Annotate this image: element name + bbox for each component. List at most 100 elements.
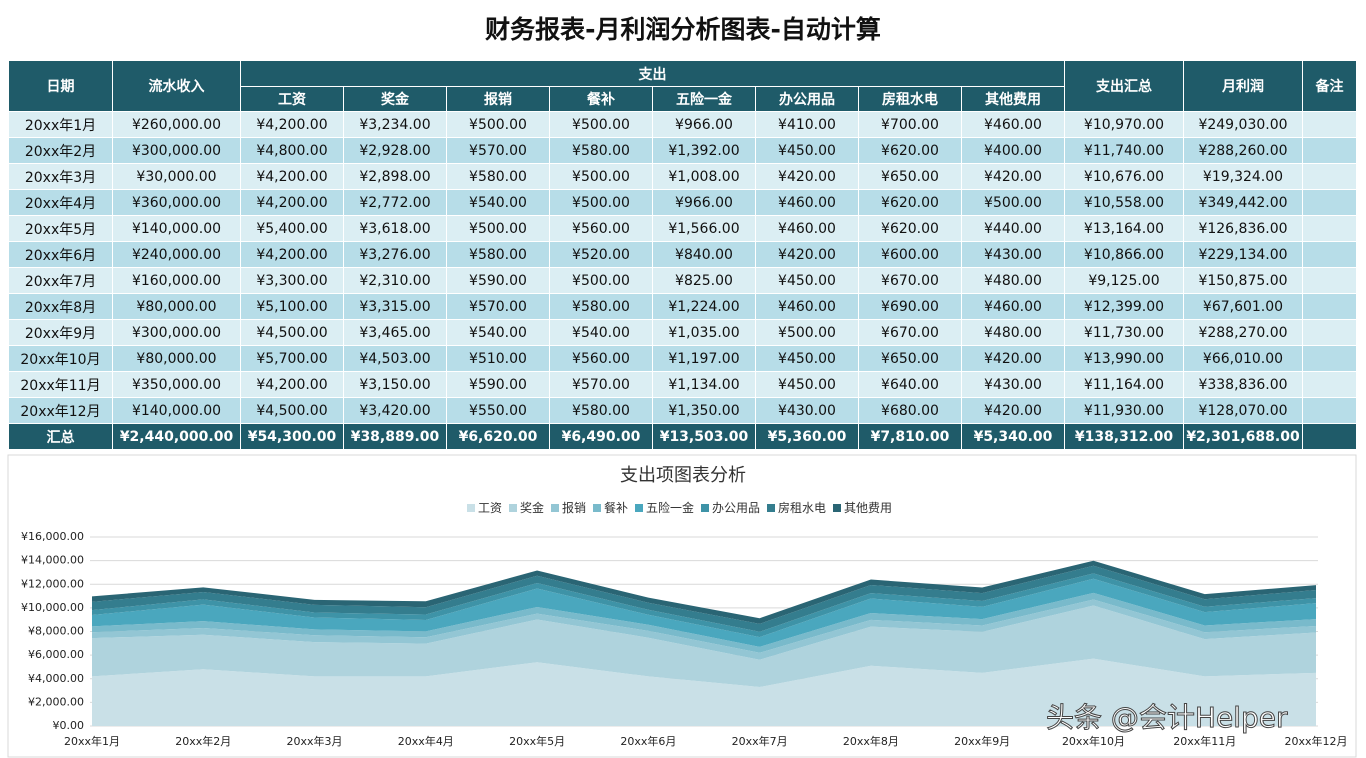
table-cell: ¥560.00 bbox=[550, 216, 652, 241]
table-cell: ¥500.00 bbox=[550, 268, 652, 293]
total-cell: 汇总 bbox=[9, 424, 112, 449]
table-cell: ¥510.00 bbox=[447, 346, 549, 371]
legend-swatch bbox=[635, 504, 643, 512]
table-cell: ¥450.00 bbox=[756, 268, 858, 293]
table-cell: ¥670.00 bbox=[859, 268, 961, 293]
table-cell: ¥3,315.00 bbox=[344, 294, 446, 319]
header-cell: 支出汇总 bbox=[1065, 61, 1183, 111]
x-tick-label: 20xx年12月 bbox=[1284, 734, 1347, 748]
x-tick-label: 20xx年9月 bbox=[954, 734, 1010, 748]
table-cell: ¥10,866.00 bbox=[1065, 242, 1183, 267]
header-cell: 五险一金 bbox=[653, 87, 755, 111]
table-cell: ¥4,500.00 bbox=[241, 398, 343, 423]
table-cell: ¥3,276.00 bbox=[344, 242, 446, 267]
table-cell-empty bbox=[1303, 320, 1356, 345]
table-cell: ¥540.00 bbox=[550, 320, 652, 345]
table-cell: ¥700.00 bbox=[859, 112, 961, 137]
area bbox=[92, 560, 1316, 624]
legend-swatch bbox=[509, 504, 517, 512]
table-cell: ¥4,503.00 bbox=[344, 346, 446, 371]
legend-label: 报销 bbox=[562, 500, 586, 515]
table-cell-empty bbox=[1303, 138, 1356, 163]
table-cell: ¥2,772.00 bbox=[344, 190, 446, 215]
legend-swatch bbox=[551, 504, 559, 512]
table-cell: ¥580.00 bbox=[447, 164, 549, 189]
table-cell-empty bbox=[1303, 398, 1356, 423]
table-cell: ¥450.00 bbox=[756, 346, 858, 371]
total-cell: ¥2,440,000.00 bbox=[113, 424, 240, 449]
table-cell: ¥650.00 bbox=[859, 164, 961, 189]
table-cell: ¥80,000.00 bbox=[113, 294, 240, 319]
table-cell-empty bbox=[1303, 372, 1356, 397]
table-cell: ¥1,197.00 bbox=[653, 346, 755, 371]
legend-label: 其他费用 bbox=[844, 501, 892, 515]
table-cell: ¥1,134.00 bbox=[653, 372, 755, 397]
total-cell: ¥5,360.00 bbox=[756, 424, 858, 449]
table-cell: ¥570.00 bbox=[447, 294, 549, 319]
table-cell: ¥590.00 bbox=[447, 268, 549, 293]
header-cell: 其他费用 bbox=[962, 87, 1064, 111]
table-cell: ¥450.00 bbox=[756, 138, 858, 163]
table-cell: ¥2,928.00 bbox=[344, 138, 446, 163]
legend-label: 工资 bbox=[478, 501, 502, 515]
table-cell: ¥4,500.00 bbox=[241, 320, 343, 345]
table-cell: ¥580.00 bbox=[550, 294, 652, 319]
table-cell: ¥11,730.00 bbox=[1065, 320, 1183, 345]
area bbox=[92, 605, 1316, 688]
y-tick-label: ¥0.00 bbox=[53, 719, 85, 732]
table-cell: ¥150,875.00 bbox=[1184, 268, 1302, 293]
page-title: 财务报表-月利润分析图表-自动计算 bbox=[485, 15, 881, 44]
y-tick-label: ¥2,000.00 bbox=[28, 695, 84, 708]
table-cell: ¥620.00 bbox=[859, 138, 961, 163]
x-tick-label: 20xx年6月 bbox=[620, 734, 676, 748]
table-cell: ¥460.00 bbox=[962, 294, 1064, 319]
x-tick-label: 20xx年3月 bbox=[287, 734, 343, 748]
area bbox=[92, 578, 1316, 647]
table-cell: ¥11,164.00 bbox=[1065, 372, 1183, 397]
table-cell: 20xx年7月 bbox=[9, 268, 112, 293]
y-tick-label: ¥16,000.00 bbox=[21, 530, 84, 543]
table-cell: ¥11,740.00 bbox=[1065, 138, 1183, 163]
area bbox=[92, 599, 1316, 660]
table-cell: ¥260,000.00 bbox=[113, 112, 240, 137]
table-cell: 20xx年11月 bbox=[9, 372, 112, 397]
table-cell: ¥690.00 bbox=[859, 294, 961, 319]
x-tick-label: 20xx年4月 bbox=[398, 734, 454, 748]
table-cell: ¥460.00 bbox=[756, 190, 858, 215]
table-cell: ¥4,200.00 bbox=[241, 372, 343, 397]
table-cell: ¥420.00 bbox=[962, 346, 1064, 371]
table-cell: ¥600.00 bbox=[859, 242, 961, 267]
header-cell: 月利润 bbox=[1184, 61, 1302, 111]
area bbox=[92, 565, 1316, 632]
header-cell: 报销 bbox=[447, 87, 549, 111]
table-cell: ¥550.00 bbox=[447, 398, 549, 423]
table-cell-empty bbox=[1303, 346, 1356, 371]
table-cell: ¥650.00 bbox=[859, 346, 961, 371]
table-cell-empty bbox=[1303, 294, 1356, 319]
table-cell: ¥1,224.00 bbox=[653, 294, 755, 319]
legend-swatch bbox=[467, 504, 475, 512]
table-cell: ¥229,134.00 bbox=[1184, 242, 1302, 267]
total-cell-empty bbox=[1303, 424, 1356, 449]
y-tick-label: ¥4,000.00 bbox=[28, 672, 84, 685]
table-cell: ¥3,618.00 bbox=[344, 216, 446, 241]
table-cell: ¥4,200.00 bbox=[241, 112, 343, 137]
y-tick-label: ¥6,000.00 bbox=[28, 648, 84, 661]
table-cell: ¥1,008.00 bbox=[653, 164, 755, 189]
table-cell: 20xx年9月 bbox=[9, 320, 112, 345]
table-cell: ¥500.00 bbox=[756, 320, 858, 345]
table-cell: ¥500.00 bbox=[550, 164, 652, 189]
legend-swatch bbox=[593, 504, 601, 512]
table-cell-empty bbox=[1303, 112, 1356, 137]
total-cell: ¥5,340.00 bbox=[962, 424, 1064, 449]
table-cell: ¥570.00 bbox=[447, 138, 549, 163]
table-cell: ¥13,164.00 bbox=[1065, 216, 1183, 241]
table-cell: ¥670.00 bbox=[859, 320, 961, 345]
table-cell: ¥67,601.00 bbox=[1184, 294, 1302, 319]
table-cell: ¥410.00 bbox=[756, 112, 858, 137]
table-cell: ¥66,010.00 bbox=[1184, 346, 1302, 371]
table-cell: 20xx年10月 bbox=[9, 346, 112, 371]
x-tick-label: 20xx年10月 bbox=[1062, 734, 1125, 748]
table-cell: ¥825.00 bbox=[653, 268, 755, 293]
table-cell: ¥360,000.00 bbox=[113, 190, 240, 215]
